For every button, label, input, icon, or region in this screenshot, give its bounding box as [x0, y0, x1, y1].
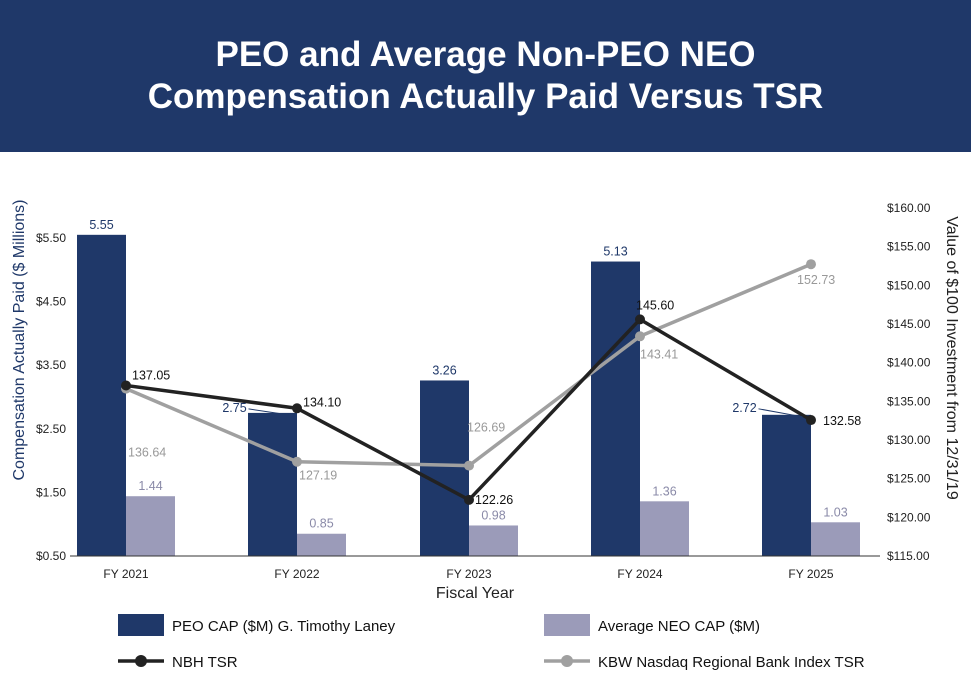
y2-axis-title: Value of $100 Investment from 12/31/19	[943, 216, 960, 500]
y2-tick-label: $130.00	[887, 433, 931, 447]
kbw-tsr-label: 126.69	[467, 421, 505, 435]
title-line-2: Compensation Actually Paid Versus TSR	[147, 77, 824, 116]
kbw-tsr-point	[464, 460, 474, 471]
peo-bar	[248, 412, 297, 556]
y2-tick-label: $140.00	[887, 356, 931, 370]
kbw-tsr-label: 127.19	[299, 469, 337, 483]
kbw-tsr-label: 152.73	[797, 273, 835, 287]
kbw-tsr-label: 143.41	[640, 347, 678, 361]
line-series	[121, 259, 816, 505]
y-tick-label: $1.50	[36, 485, 66, 499]
legend-neo-swatch	[544, 614, 590, 636]
x-tick-label: FY 2021	[103, 567, 148, 581]
x-axis-title: Fiscal Year	[436, 585, 515, 602]
neo-bar	[640, 501, 689, 556]
peo-bar-label: 2.72	[732, 401, 756, 415]
y-axis-title: Compensation Actually Paid ($ Millions)	[11, 199, 28, 480]
legend-nbh-label: NBH TSR	[172, 654, 238, 671]
neo-bar-series	[126, 496, 860, 556]
neo-bar	[126, 496, 175, 556]
y2-axis-ticks: $115.00 $120.00 $125.00 $130.00 $135.00 $140.…	[887, 201, 931, 563]
y-tick-label: $5.50	[36, 231, 66, 245]
chart-header: PEO and Average Non-PEO NEO Compensation…	[0, 0, 971, 152]
chart-canvas: $0.50$1.50$2.50$3.50$4.50$5.50 $115.00$1…	[11, 199, 960, 671]
y2-tick-label: $160.00	[887, 201, 931, 215]
nbh-tsr-point	[806, 415, 816, 426]
y-tick-label: $4.50	[36, 295, 66, 309]
kbw-tsr-point	[806, 259, 816, 270]
neo-bar	[297, 533, 346, 556]
legend-neo-label: Average NEO CAP ($M)	[598, 618, 760, 635]
nbh-tsr-point	[292, 403, 302, 414]
kbw-tsr-point	[635, 331, 645, 342]
neo-bar-label: 1.03	[823, 505, 847, 519]
nbh-tsr-label: 122.26	[475, 493, 513, 507]
title-line-1: PEO and Average Non-PEO NEO	[215, 35, 756, 74]
axis-titles: Fiscal Year Compensation Actually Paid ($…	[11, 199, 960, 602]
y2-tick-label: $155.00	[887, 240, 931, 254]
peo-bar	[591, 261, 640, 556]
peo-label-leader	[248, 408, 289, 416]
neo-bar	[469, 525, 518, 556]
data-labels: 5.55 2.75 3.26 5.13 2.72 1.44 0.85 0.98 1.36 1.03…	[89, 218, 861, 531]
nbh-tsr-point	[635, 314, 645, 325]
y-tick-label: $3.50	[36, 358, 66, 372]
y2-tick-label: $135.00	[887, 394, 931, 408]
peo-bar-label: 3.26	[432, 363, 456, 377]
x-tick-label: FY 2025	[788, 567, 833, 581]
y2-tick-label: $125.00	[887, 472, 931, 486]
y2-tick-label: $150.00	[887, 278, 931, 292]
y-axis-ticks: $0.50 $1.50 $2.50 $3.50 $4.50 $5.50	[36, 231, 66, 563]
peo-label-leader	[758, 408, 803, 418]
y-tick-label: $0.50	[36, 549, 66, 563]
x-tick-label: FY 2023	[446, 567, 491, 581]
y-tick-label: $2.50	[36, 422, 66, 436]
legend-kbw-label: KBW Nasdaq Regional Bank Index TSR	[598, 654, 865, 671]
nbh-tsr-label: 132.58	[823, 414, 861, 428]
x-tick-label: FY 2022	[274, 567, 319, 581]
neo-bar-label: 1.36	[652, 484, 676, 498]
neo-bar-label: 0.85	[309, 517, 333, 531]
nbh-tsr-point	[464, 494, 474, 505]
neo-bar-label: 1.44	[138, 479, 162, 493]
neo-bar-label: 0.98	[481, 508, 505, 522]
peo-bar-label: 2.75	[222, 401, 246, 415]
peo-bar	[77, 234, 126, 556]
legend-kbw-marker	[561, 655, 573, 667]
y2-tick-label: $120.00	[887, 510, 931, 524]
legend: PEO CAP ($M) G. Timothy Laney Average NEO…	[118, 614, 865, 671]
y2-tick-label: $145.00	[887, 317, 931, 331]
legend-peo-swatch	[118, 614, 164, 636]
peo-bar-label: 5.13	[603, 245, 627, 259]
nbh-tsr-label: 145.60	[636, 298, 674, 312]
peo-bar-label: 5.55	[89, 218, 113, 232]
nbh-tsr-label: 134.10	[303, 395, 341, 409]
kbw-tsr-label: 136.64	[128, 446, 166, 460]
nbh-tsr-label: 137.05	[132, 368, 170, 382]
neo-bar	[811, 522, 860, 556]
nbh-tsr-point	[121, 380, 131, 391]
legend-nbh-marker	[135, 655, 147, 667]
peo-bar	[420, 380, 469, 556]
kbw-tsr-point	[292, 456, 302, 467]
legend-peo-label: PEO CAP ($M) G. Timothy Laney	[172, 618, 396, 635]
x-tick-label: FY 2024	[617, 567, 662, 581]
peo-bar	[762, 414, 811, 556]
y2-tick-label: $115.00	[887, 549, 930, 563]
peo-bar-series	[77, 234, 811, 556]
x-axis-ticks: FY 2021 FY 2022 FY 2023 FY 2024 FY 2025	[103, 567, 833, 581]
